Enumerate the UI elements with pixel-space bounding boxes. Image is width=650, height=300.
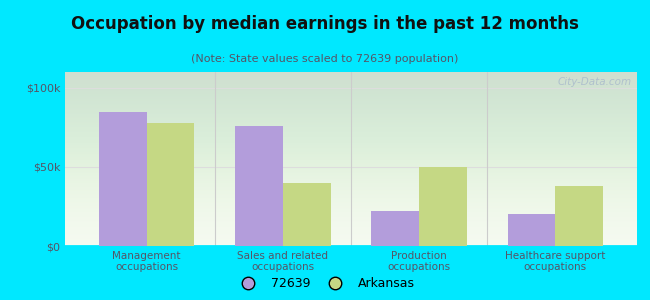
Text: Occupation by median earnings in the past 12 months: Occupation by median earnings in the pas…	[71, 15, 579, 33]
Text: City-Data.com: City-Data.com	[557, 77, 631, 87]
Text: (Note: State values scaled to 72639 population): (Note: State values scaled to 72639 popu…	[191, 54, 459, 64]
Bar	[283, 183, 331, 246]
Bar	[371, 211, 419, 246]
Bar	[99, 112, 147, 246]
Bar	[555, 186, 603, 246]
Legend: 72639, Arkansas: 72639, Arkansas	[232, 273, 418, 294]
Bar	[147, 123, 194, 246]
Bar	[508, 214, 555, 246]
Bar	[235, 126, 283, 246]
Bar	[419, 167, 467, 246]
